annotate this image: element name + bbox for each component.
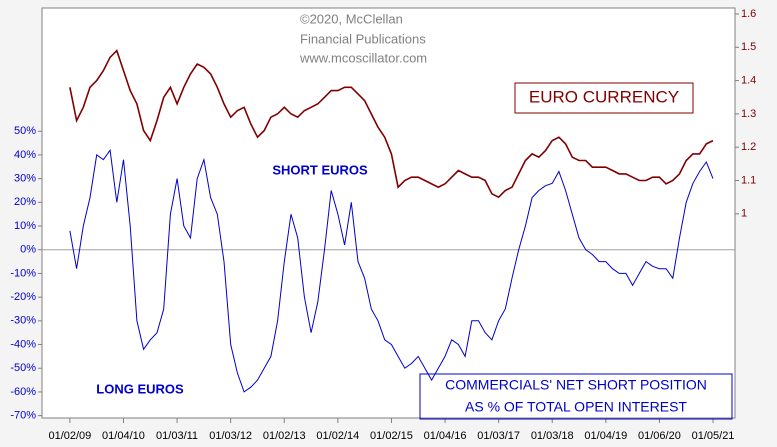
annotation: SHORT EUROS bbox=[272, 162, 368, 177]
series-line bbox=[69, 148, 714, 393]
x-tick-label: 01/02/14 bbox=[316, 430, 359, 442]
y2-tick-label: 1.2 bbox=[741, 141, 756, 153]
x-tick-label: 01/05/21 bbox=[692, 430, 735, 442]
y-tick-label: -10% bbox=[10, 267, 36, 279]
x-tick-label: 01/02/09 bbox=[48, 430, 91, 442]
y-tick-label: -50% bbox=[10, 362, 36, 374]
y-tick-label: 0% bbox=[20, 244, 36, 256]
x-tick-label: 01/03/18 bbox=[531, 430, 574, 442]
y2-tick-label: 1.5 bbox=[741, 41, 756, 53]
x-tick-label: 01/06/20 bbox=[638, 430, 681, 442]
annotation: www.mcoscillator.com bbox=[299, 50, 427, 65]
x-tick-label: 01/03/11 bbox=[156, 430, 198, 442]
y2-tick-label: 1.3 bbox=[741, 108, 756, 120]
y2-tick-label: 1 bbox=[741, 208, 747, 220]
legend-box bbox=[419, 373, 733, 420]
x-tick-label: 01/04/16 bbox=[424, 430, 467, 442]
y-tick-label: -30% bbox=[10, 315, 36, 327]
y2-tick-label: 1.4 bbox=[741, 75, 756, 87]
series-line bbox=[69, 49, 714, 199]
y-tick-label: 40% bbox=[14, 149, 36, 161]
y-tick-label: -20% bbox=[10, 291, 36, 303]
y-tick-label: 30% bbox=[14, 173, 36, 185]
annotation: Financial Publications bbox=[300, 31, 426, 46]
y-tick-label: -40% bbox=[10, 338, 36, 350]
x-tick-label: 01/04/19 bbox=[584, 430, 627, 442]
y2-tick-label: 1.1 bbox=[741, 174, 756, 186]
y-tick-label: -70% bbox=[10, 410, 36, 422]
legend-label: EURO CURRENCY bbox=[529, 87, 679, 106]
x-tick-label: 01/04/10 bbox=[102, 430, 145, 442]
annotation: ©2020, McClellan bbox=[300, 11, 403, 26]
plot-area bbox=[41, 7, 736, 419]
y2-tick-label: 1.6 bbox=[741, 8, 756, 20]
y-tick-label: -60% bbox=[10, 386, 36, 398]
annotation: AS % OF TOTAL OPEN INTEREST bbox=[465, 399, 687, 415]
x-tick-label: 01/02/13 bbox=[263, 430, 306, 442]
legend-box bbox=[514, 82, 694, 114]
y-tick-label: 10% bbox=[14, 220, 36, 232]
annotation: LONG EUROS bbox=[96, 381, 184, 396]
x-tick-label: 01/03/17 bbox=[477, 430, 520, 442]
y-tick-label: 20% bbox=[14, 196, 36, 208]
y-tick-label: 50% bbox=[14, 125, 36, 137]
x-tick-label: 01/02/15 bbox=[370, 430, 413, 442]
x-tick-label: 01/03/12 bbox=[209, 430, 252, 442]
legend-label: COMMERCIALS' NET SHORT POSITION bbox=[445, 377, 707, 393]
